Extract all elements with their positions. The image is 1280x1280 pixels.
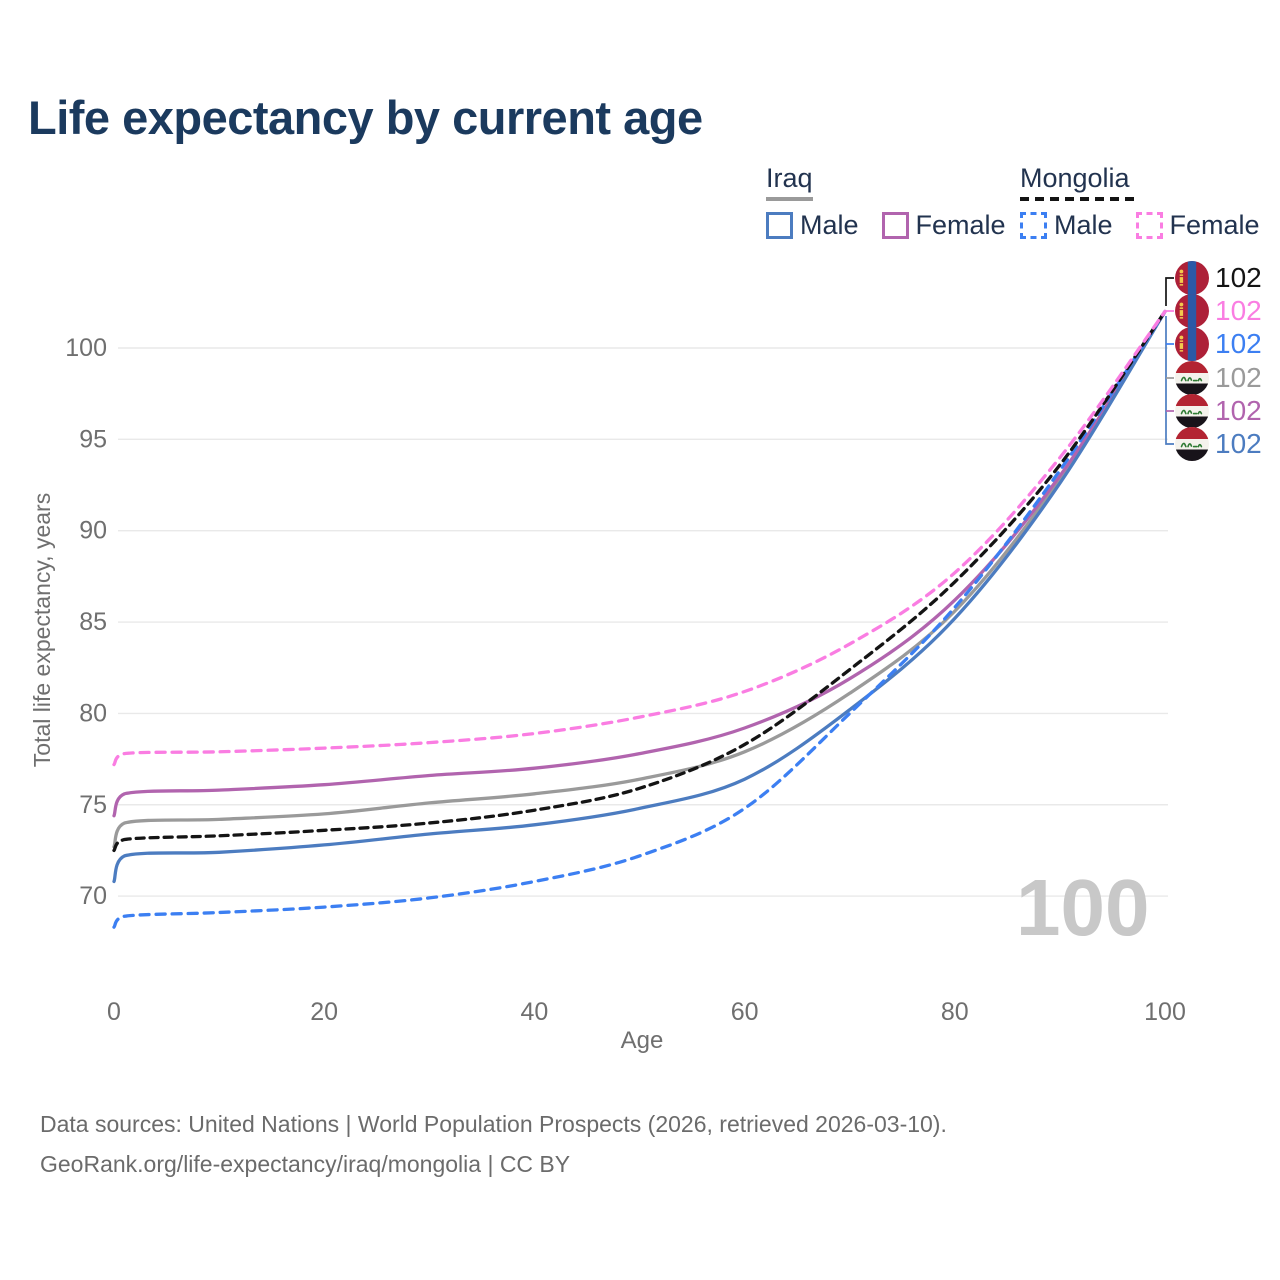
y-tick-label: 85 — [79, 608, 107, 636]
y-tick-label: 95 — [79, 425, 107, 453]
end-label-connector — [1165, 277, 1174, 306]
legend-country-label: Mongolia — [1020, 163, 1130, 193]
end-label-value: 102 — [1215, 262, 1262, 293]
y-tick-label: 75 — [79, 791, 107, 819]
footer-source-line: Data sources: United Nations | World Pop… — [40, 1111, 947, 1137]
end-label-row-mongolia-male: 102 — [1175, 327, 1262, 361]
mongolia-flag-icon — [1175, 261, 1209, 295]
mongolia-flag-icon — [1175, 294, 1209, 328]
iraq-flag-icon — [1175, 427, 1209, 461]
watermark-age-100: 100 — [1016, 863, 1150, 952]
y-tick-label: 70 — [79, 882, 107, 910]
end-label-row-iraq-male: 102 — [1175, 427, 1262, 461]
x-tick-label: 80 — [941, 998, 969, 1026]
y-tick-label: 90 — [79, 517, 107, 545]
x-tick-label: 20 — [310, 998, 338, 1026]
series-line-mongolia[interactable] — [112, 309, 1167, 853]
y-axis-title: Total life expectancy, years — [29, 492, 55, 768]
legend-country-linestyle-icon — [1020, 197, 1137, 201]
legend-country-label: Iraq — [766, 163, 813, 193]
legend-item-label: Female — [1169, 210, 1260, 240]
end-label-row-iraq-female: 102 — [1175, 394, 1262, 428]
x-tick-label: 40 — [520, 998, 548, 1026]
legend-swatch-icon — [766, 212, 793, 239]
legend-country-linestyle-icon — [766, 197, 813, 201]
legend-group-iraq: Iraq Male Female — [766, 163, 1029, 241]
end-label-row-mongolia: 102 — [1175, 261, 1262, 295]
end-label-value: 102 — [1215, 328, 1262, 359]
y-tick-label: 80 — [79, 699, 107, 727]
iraq-flag-icon — [1175, 361, 1209, 395]
end-label-row-iraq: 102 — [1175, 361, 1262, 395]
series-line-iraq-female[interactable] — [112, 309, 1167, 818]
end-label-value: 102 — [1215, 295, 1262, 326]
x-tick-label: 60 — [731, 998, 759, 1026]
end-label-value: 102 — [1215, 395, 1262, 426]
legend-item-iraq-female: Female — [881, 210, 1006, 241]
end-label-value: 102 — [1215, 428, 1262, 459]
legend-group-mongolia: Mongolia Male Female — [1020, 163, 1280, 241]
series-line-iraq-male[interactable] — [112, 309, 1167, 884]
series-line-iraq[interactable] — [112, 309, 1167, 849]
end-label-connector — [1165, 316, 1174, 445]
end-label-row-mongolia-female: 102 — [1175, 294, 1262, 328]
legend-item-label: Male — [800, 210, 859, 240]
page-title: Life expectancy by current age — [28, 91, 703, 144]
x-tick-label: 100 — [1144, 998, 1186, 1026]
legend-swatch-icon — [1135, 212, 1163, 239]
x-tick-label: 0 — [107, 998, 121, 1026]
series-line-mongolia-male[interactable] — [112, 309, 1167, 929]
legend-item-mongolia-female: Female — [1135, 210, 1260, 241]
legend-swatch-icon — [1020, 212, 1047, 239]
end-label-value: 102 — [1215, 362, 1262, 393]
series-line-mongolia-female[interactable] — [112, 309, 1167, 767]
footer-url-line: GeoRank.org/life-expectancy/iraq/mongoli… — [40, 1151, 571, 1177]
iraq-flag-icon — [1175, 394, 1209, 428]
y-tick-label: 100 — [65, 334, 107, 362]
legend-item-mongolia-male: Male — [1020, 210, 1113, 241]
footer: Data sources: United Nations | World Pop… — [40, 1104, 947, 1184]
legend-item-iraq-male: Male — [766, 210, 859, 241]
legend-item-label: Female — [915, 210, 1006, 240]
legend-swatch-icon — [881, 212, 909, 239]
mongolia-flag-icon — [1175, 327, 1209, 361]
x-axis-title: Age — [620, 1027, 664, 1054]
legend-item-label: Male — [1054, 210, 1113, 240]
